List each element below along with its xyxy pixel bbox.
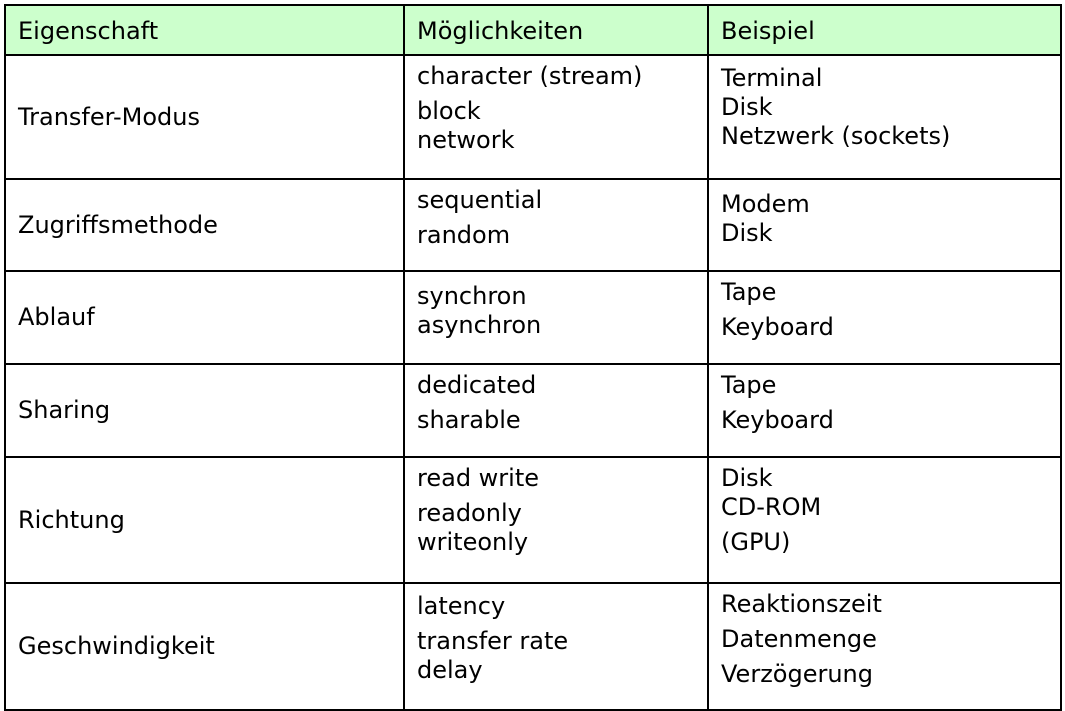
property-cell: Sharing (4, 363, 405, 458)
example-item: CD-ROM (721, 492, 822, 521)
column-header-moeglichkeiten: Möglichkeiten (403, 4, 709, 56)
example-item: Datenmenge (721, 624, 877, 653)
option-item: transfer rate (417, 626, 569, 655)
examples-cell: Tape Keyboard (707, 363, 1062, 458)
option-item: writeonly (417, 527, 529, 556)
option-item: sharable (417, 405, 521, 434)
option-item: block (417, 96, 481, 125)
option-item: delay (417, 655, 483, 684)
options-cell: dedicated sharable (403, 363, 709, 458)
example-item: Disk (721, 464, 773, 492)
example-item: Modem (721, 190, 810, 218)
example-item: Netzwerk (sockets) (721, 121, 951, 150)
example-item: Keyboard (721, 405, 834, 434)
column-header-eigenschaft: Eigenschaft (4, 4, 405, 56)
example-item: Terminal (721, 64, 823, 92)
options-cell: sequential random (403, 178, 709, 272)
property-cell: Geschwindigkeit (4, 582, 405, 711)
example-item: (GPU) (721, 527, 791, 556)
table-row: Transfer-Modus character (stream) block … (4, 54, 1062, 180)
header-row: Eigenschaft Möglichkeiten Beispiel (4, 4, 1062, 56)
option-item: character (stream) (417, 62, 643, 90)
property-cell: Richtung (4, 456, 405, 584)
option-item: dedicated (417, 371, 537, 399)
example-item: Keyboard (721, 312, 834, 341)
options-cell: synchron asynchron (403, 270, 709, 365)
property-cell: Transfer-Modus (4, 54, 405, 180)
table-row: Zugriffsmethode sequential random Modem … (4, 178, 1062, 272)
table-row: Ablauf synchron asynchron Tape Keyboard (4, 270, 1062, 365)
example-item: Disk (721, 92, 773, 121)
option-item: latency (417, 592, 506, 620)
examples-cell: Disk CD-ROM (GPU) (707, 456, 1062, 584)
property-cell: Ablauf (4, 270, 405, 365)
option-item: sequential (417, 186, 543, 214)
options-cell: read write readonly writeonly (403, 456, 709, 584)
example-item: Verzögerung (721, 659, 873, 688)
examples-cell: Terminal Disk Netzwerk (sockets) (707, 54, 1062, 180)
example-item: Tape (721, 278, 777, 306)
option-item: readonly (417, 498, 522, 527)
property-cell: Zugriffsmethode (4, 178, 405, 272)
option-item: random (417, 220, 511, 249)
option-item: network (417, 125, 515, 154)
options-cell: latency transfer rate delay (403, 582, 709, 711)
examples-cell: Tape Keyboard (707, 270, 1062, 365)
option-item: asynchron (417, 310, 542, 339)
properties-table: Eigenschaft Möglichkeiten Beispiel Trans… (4, 4, 1062, 711)
table-row: Sharing dedicated sharable Tape Keyboard (4, 363, 1062, 458)
example-item: Reaktionszeit (721, 590, 882, 618)
options-cell: character (stream) block network (403, 54, 709, 180)
examples-cell: Modem Disk (707, 178, 1062, 272)
option-item: synchron (417, 282, 527, 310)
column-header-beispiel: Beispiel (707, 4, 1062, 56)
table-row: Richtung read write readonly writeonly D… (4, 456, 1062, 584)
examples-cell: Reaktionszeit Datenmenge Verzögerung (707, 582, 1062, 711)
example-item: Tape (721, 371, 777, 399)
example-item: Disk (721, 218, 773, 247)
option-item: read write (417, 464, 540, 492)
table-row: Geschwindigkeit latency transfer rate de… (4, 582, 1062, 711)
